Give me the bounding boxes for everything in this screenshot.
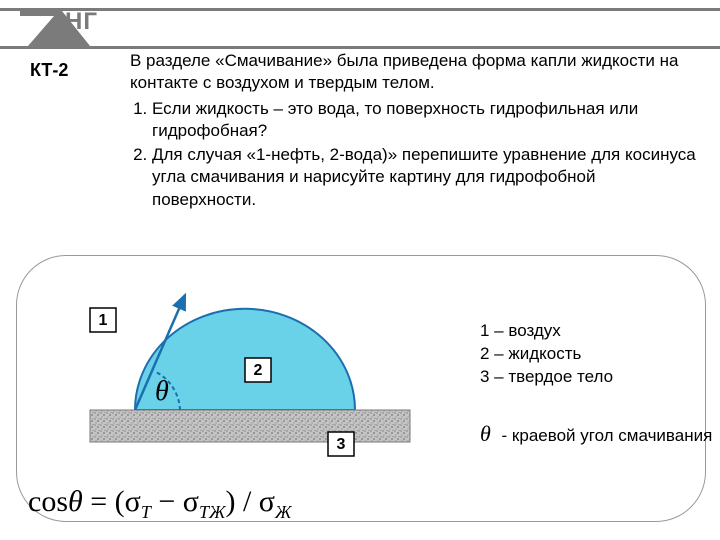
theta-definition-text: - краевой угол смачивания <box>502 426 713 445</box>
legend-1: 1 – воздух <box>480 320 613 343</box>
theta-symbol: θ <box>155 376 169 407</box>
legend: 1 – воздух 2 – жидкость 3 – твердое тело <box>480 320 613 389</box>
question-2: Для случая «1-нефть, 2-вода)» перепишите… <box>152 144 700 210</box>
theta-symbol-note: θ <box>480 421 491 446</box>
wetting-diagram: θ 1 2 3 <box>70 280 430 460</box>
question-1: Если жидкость – это вода, то поверхность… <box>152 98 700 142</box>
label-1-text: 1 <box>99 312 108 329</box>
solid-surface <box>90 410 410 442</box>
cos-theta-formula: cosθ = (σT − σTЖ) / σЖ <box>28 485 291 523</box>
header-logo-text: НГ <box>65 8 98 36</box>
theta-definition: θ - краевой угол смачивания <box>480 420 712 449</box>
intro-text: В разделе «Смачивание» была приведена фо… <box>130 51 678 92</box>
kt-label: КТ-2 <box>30 60 68 81</box>
legend-3: 3 – твердое тело <box>480 366 613 389</box>
legend-2: 2 – жидкость <box>480 343 613 366</box>
intro-block: В разделе «Смачивание» была приведена фо… <box>130 50 700 213</box>
label-3-text: 3 <box>337 436 346 453</box>
label-2-text: 2 <box>254 362 263 379</box>
